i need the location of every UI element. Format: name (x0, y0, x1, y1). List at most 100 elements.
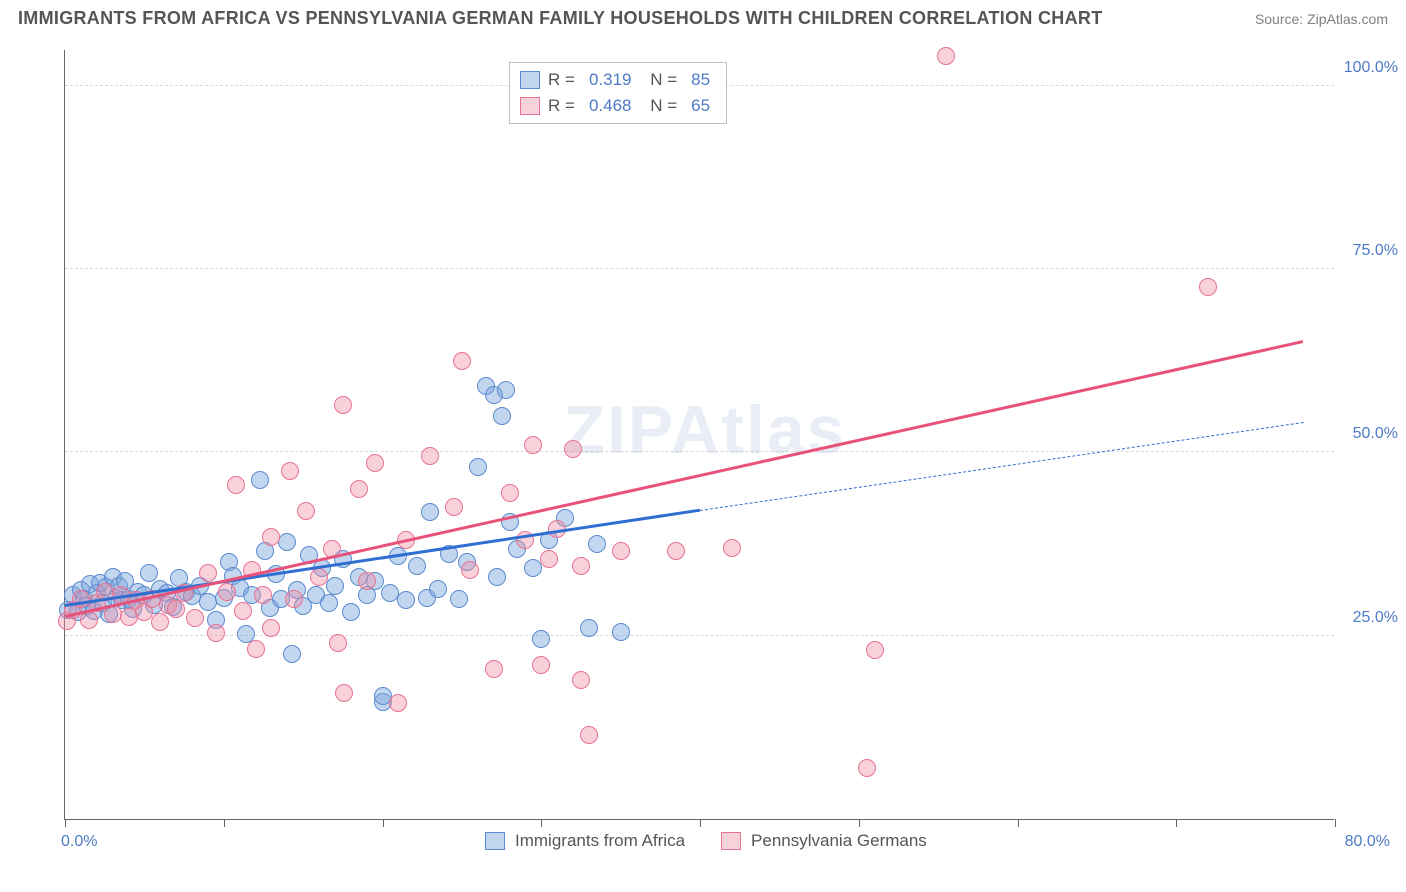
x-tick (1018, 819, 1019, 827)
data-point (285, 590, 303, 608)
gridline-h (65, 451, 1334, 452)
data-point (199, 564, 217, 582)
legend-n-value: 85 (691, 70, 710, 90)
plot-area: 25.0%50.0%75.0%100.0%0.0%80.0%ZIPAtlasR … (64, 50, 1334, 820)
data-point (326, 577, 344, 595)
legend-series-item: Pennsylvania Germans (721, 831, 927, 851)
legend-r-value: 0.468 (589, 96, 632, 116)
data-point (445, 498, 463, 516)
x-origin-label: 0.0% (61, 833, 97, 851)
data-point (532, 630, 550, 648)
data-point (588, 535, 606, 553)
data-point (186, 609, 204, 627)
x-max-label: 80.0% (1345, 833, 1390, 851)
data-point (247, 640, 265, 658)
data-point (262, 619, 280, 637)
data-point (540, 550, 558, 568)
legend-swatch (721, 832, 741, 850)
legend-swatch (520, 71, 540, 89)
data-point (461, 561, 479, 579)
gridline-h (65, 635, 1334, 636)
legend-n-value: 65 (691, 96, 710, 116)
data-point (429, 580, 447, 598)
legend-stats-row: R = 0.468 N = 65 (520, 93, 716, 119)
legend-stats-row: R = 0.319 N = 85 (520, 67, 716, 93)
data-point (262, 528, 280, 546)
data-point (580, 726, 598, 744)
data-point (453, 352, 471, 370)
gridline-h (65, 268, 1334, 269)
legend-r-label: R = (548, 70, 575, 90)
y-tick-label: 100.0% (1344, 59, 1398, 77)
legend-series: Immigrants from Africa Pennsylvania Germa… (485, 831, 927, 851)
data-point (524, 559, 542, 577)
data-point (1199, 278, 1217, 296)
data-point (297, 502, 315, 520)
legend-swatch (520, 97, 540, 115)
legend-series-label: Immigrants from Africa (515, 831, 685, 851)
data-point (335, 684, 353, 702)
legend-r-label: R = (548, 96, 575, 116)
data-point (397, 591, 415, 609)
data-point (866, 641, 884, 659)
data-point (485, 660, 503, 678)
data-point (342, 603, 360, 621)
data-point (450, 590, 468, 608)
data-point (167, 600, 185, 618)
data-point (278, 533, 296, 551)
data-point (667, 542, 685, 560)
data-point (218, 583, 236, 601)
data-point (254, 586, 272, 604)
y-tick-label: 75.0% (1353, 242, 1398, 260)
x-tick (383, 819, 384, 827)
legend-series-item: Immigrants from Africa (485, 831, 685, 851)
data-point (612, 623, 630, 641)
legend-stats: R = 0.319 N = 85 R = 0.468 N = 65 (509, 62, 727, 124)
data-point (366, 454, 384, 472)
data-point (858, 759, 876, 777)
x-tick (65, 819, 66, 827)
trend-line (700, 422, 1303, 511)
data-point (501, 484, 519, 502)
data-point (408, 557, 426, 575)
legend-r-value: 0.319 (589, 70, 632, 90)
data-point (572, 671, 590, 689)
x-tick (1335, 819, 1336, 827)
x-tick (1176, 819, 1177, 827)
data-point (937, 47, 955, 65)
data-point (329, 634, 347, 652)
data-point (421, 503, 439, 521)
data-point (283, 645, 301, 663)
data-point (421, 447, 439, 465)
data-point (488, 568, 506, 586)
data-point (469, 458, 487, 476)
data-point (532, 656, 550, 674)
legend-swatch (485, 832, 505, 850)
legend-series-label: Pennsylvania Germans (751, 831, 927, 851)
x-tick (700, 819, 701, 827)
data-point (572, 557, 590, 575)
chart-title: IMMIGRANTS FROM AFRICA VS PENNSYLVANIA G… (18, 8, 1103, 29)
data-point (493, 407, 511, 425)
data-point (334, 396, 352, 414)
legend-n-label: N = (645, 96, 677, 116)
data-point (281, 462, 299, 480)
x-tick (224, 819, 225, 827)
data-point (723, 539, 741, 557)
y-tick-label: 50.0% (1353, 425, 1398, 443)
data-point (251, 471, 269, 489)
data-point (612, 542, 630, 560)
data-point (389, 694, 407, 712)
data-point (151, 613, 169, 631)
x-tick (541, 819, 542, 827)
data-point (564, 440, 582, 458)
y-tick-label: 25.0% (1353, 609, 1398, 627)
data-point (227, 476, 245, 494)
data-point (320, 594, 338, 612)
data-point (350, 480, 368, 498)
watermark: ZIPAtlas (563, 391, 846, 469)
legend-n-label: N = (645, 70, 677, 90)
data-point (207, 624, 225, 642)
data-point (524, 436, 542, 454)
chart-container: Family Households with Children 25.0%50.… (22, 40, 1386, 860)
